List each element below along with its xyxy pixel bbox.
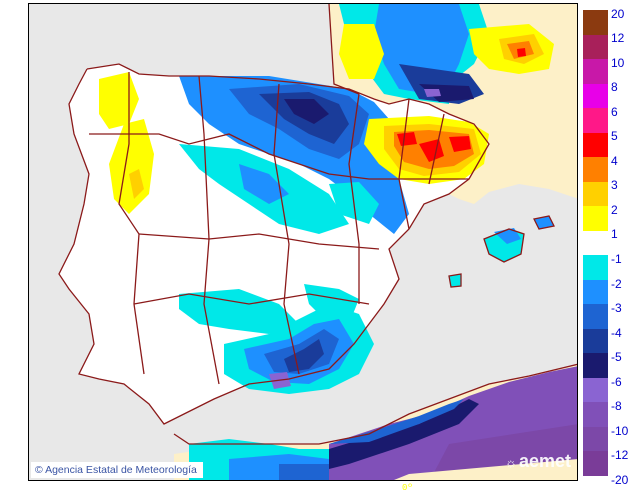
legend-label: -1: [611, 252, 622, 266]
color-legend: 20 12 10 8 6 5 4 3 2 1 -1 -2 -3 -4 -5 -6…: [583, 8, 630, 488]
legend-label: -4: [611, 325, 622, 340]
legend-label: 5: [611, 129, 618, 143]
legend-swatch-m12-m20: [583, 451, 608, 476]
longitude-label: 0º: [402, 483, 413, 493]
legend-swatch-m2-m3: [583, 279, 608, 304]
legend-label: -10: [611, 423, 629, 438]
aemet-logo: ☼ aemet: [505, 451, 571, 472]
legend-swatch-2-1: [583, 206, 608, 231]
legend-label: 6: [611, 104, 618, 119]
aemet-logo-text: aemet: [518, 451, 571, 471]
legend-swatch-4-3: [583, 157, 608, 182]
legend-swatch-m8-m10: [583, 402, 608, 427]
legend-swatch-20-12: [583, 10, 608, 35]
region-borders: [58, 4, 577, 445]
legend-swatch-10-8: [583, 59, 608, 84]
copyright-label: © Agencia Estatal de Meteorología: [31, 462, 203, 478]
legend-swatch-m4-m5: [583, 328, 608, 353]
legend-label: -12: [611, 448, 629, 462]
legend-label: 12: [611, 31, 625, 45]
legend-label: 2: [611, 202, 618, 217]
legend-label: -3: [611, 301, 622, 315]
legend-swatch-8-6: [583, 83, 608, 108]
legend-label: -20: [611, 472, 629, 487]
legend-swatch-m3-m4: [583, 304, 608, 329]
legend-label: 3: [611, 178, 618, 192]
legend-label: 10: [611, 55, 625, 70]
legend-swatch-m10-m12: [583, 426, 608, 451]
legend-label: -6: [611, 374, 622, 389]
legend-label: -8: [611, 399, 622, 413]
legend-swatch-12-10: [583, 34, 608, 59]
legend-label: 8: [611, 80, 618, 94]
legend-swatch-m1-m2: [583, 255, 608, 280]
legend-swatch-m6-m8: [583, 377, 608, 402]
anomaly-map: [58, 4, 577, 480]
legend-swatch-6-5: [583, 108, 608, 133]
map-frame: © Agencia Estatal de Meteorología ☼ aemet: [28, 3, 578, 481]
legend-label: 20: [611, 7, 625, 21]
legend-label: -2: [611, 276, 622, 291]
legend-swatch-3-2: [583, 181, 608, 206]
legend-swatch-m5-m6: [583, 353, 608, 378]
legend-label: 4: [611, 153, 618, 168]
legend-label: 1: [611, 227, 618, 241]
legend-label: -5: [611, 350, 622, 364]
aemet-logo-icon: ☼: [505, 455, 517, 470]
legend-swatch-5-4: [583, 132, 608, 157]
